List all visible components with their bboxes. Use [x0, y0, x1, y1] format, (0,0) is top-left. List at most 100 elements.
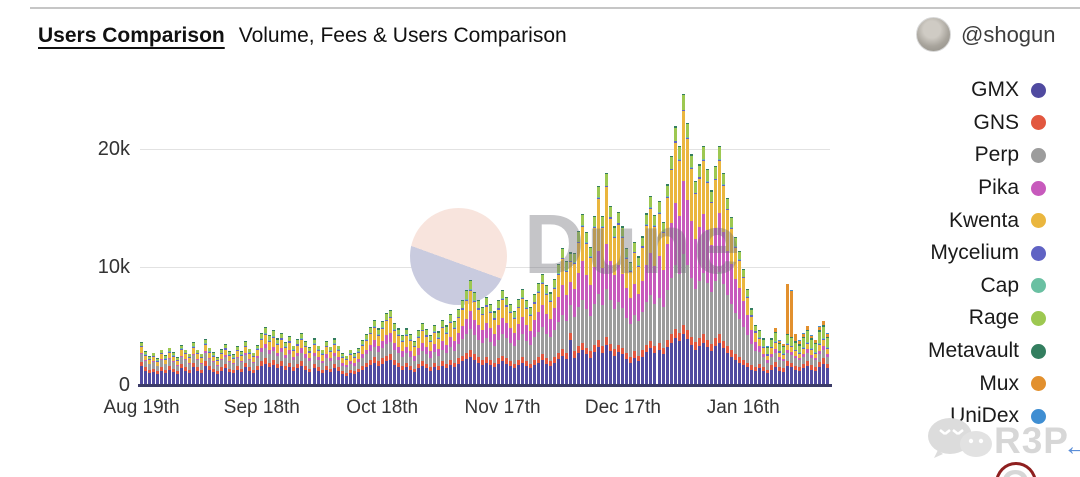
bar-segment-perp — [144, 360, 147, 368]
bar-segment-perp — [773, 352, 777, 363]
bar-segment-cap — [809, 348, 813, 350]
bar-segment-rage — [593, 216, 597, 227]
bar-segment-gns — [785, 361, 789, 367]
legend-item-cap[interactable]: Cap — [928, 270, 1046, 303]
legend-item-mux[interactable]: Mux — [928, 367, 1046, 400]
bar-segment-metavault — [709, 190, 713, 192]
bar-segment-gns — [561, 349, 565, 356]
bar-segment-kwenta — [200, 358, 204, 363]
bar-segment-gns — [416, 364, 420, 369]
bar-segment-gmx — [521, 362, 525, 385]
bar-segment-gmx — [801, 368, 805, 385]
bar-segment-gmx — [312, 368, 316, 385]
bar-segment-pika — [689, 221, 693, 278]
bar-segment-pika — [757, 346, 761, 352]
bar — [765, 346, 769, 385]
bar-segment-mycelium — [805, 342, 809, 344]
legend-item-unidex[interactable]: UniDex — [928, 400, 1046, 433]
bar-segment-cap — [561, 257, 565, 259]
bar — [440, 319, 444, 385]
bar-segment-rage — [753, 326, 757, 331]
bar-segment-gmx — [448, 364, 452, 385]
bar — [729, 216, 733, 385]
bar-segment-metavault — [264, 327, 268, 329]
bar-segment-mycelium — [573, 262, 577, 265]
bar-segment-cap — [152, 355, 156, 357]
bar-segment-rage — [821, 326, 825, 339]
bar-segment-metavault — [761, 338, 765, 340]
bar-segment-rage — [260, 334, 264, 339]
bar-segment-metavault — [252, 352, 256, 354]
bar-segment-pika — [541, 304, 545, 328]
bar-segment-pika — [452, 341, 456, 351]
bar-segment-rage — [344, 356, 348, 359]
bar-segment-gmx — [733, 360, 737, 385]
bar-segment-perp — [236, 358, 240, 367]
bar-segment-gns — [649, 341, 653, 349]
bar-segment-perp — [537, 331, 541, 357]
bar-segment-metavault — [348, 349, 352, 351]
bar-segment-metavault — [176, 357, 180, 358]
bar-segment-metavault — [384, 312, 388, 314]
bar-segment-gmx — [513, 368, 517, 385]
legend-item-mycelium[interactable]: Mycelium — [928, 237, 1046, 270]
bar-segment-gns — [693, 341, 697, 350]
bar-segment-gns — [408, 365, 412, 370]
bar-segment-gns — [320, 369, 324, 374]
bar-segment-cap — [400, 340, 404, 341]
bar-segment-cap — [196, 352, 200, 354]
widget-title-link[interactable]: Users Comparison — [38, 24, 225, 47]
bar-segment-perp — [673, 265, 677, 329]
bar-segment-metavault — [821, 324, 825, 327]
legend-item-perp[interactable]: Perp — [928, 139, 1046, 172]
bar-segment-gmx — [497, 363, 501, 385]
bar-segment-kwenta — [749, 316, 753, 330]
bar-segment-rage — [468, 281, 472, 290]
author-handle[interactable]: @shogun — [961, 21, 1056, 47]
bar-segment-pika — [164, 363, 168, 365]
bar-segment-gns — [420, 361, 424, 367]
bar-segment-metavault — [248, 348, 252, 350]
bar-segment-perp — [577, 307, 581, 347]
author-box[interactable]: @shogun — [916, 17, 1056, 52]
bar-segment-pika — [364, 349, 368, 355]
bar — [208, 347, 212, 385]
bar-segment-pika — [729, 264, 733, 305]
legend-item-kwenta[interactable]: Kwenta — [928, 204, 1046, 237]
bar-segment-cap — [549, 300, 553, 301]
bar-segment-cap — [653, 225, 657, 226]
bar-segment-gmx — [284, 369, 288, 385]
legend-item-rage[interactable]: Rage — [928, 302, 1046, 335]
bar-segment-gmx — [148, 373, 152, 385]
bar-segment-gns — [412, 368, 416, 373]
bar-segment-rage — [400, 336, 404, 341]
bar-segment-pika — [593, 267, 597, 304]
bar-segment-gmx — [641, 356, 645, 385]
bar-segment-metavault — [613, 226, 617, 228]
bar-segment-pika — [140, 352, 143, 354]
bar-segment-cap — [440, 326, 444, 328]
avatar[interactable] — [916, 17, 951, 52]
bar-segment-mycelium — [204, 343, 208, 345]
bar-segment-rage — [412, 342, 416, 346]
bar — [384, 312, 388, 385]
bar — [188, 353, 192, 385]
legend-item-gmx[interactable]: GMX — [928, 74, 1046, 107]
bar-segment-kwenta — [781, 354, 785, 360]
bar-segment-kwenta — [521, 298, 525, 317]
legend-item-metavault[interactable]: Metavault — [928, 335, 1046, 368]
legend-item-pika[interactable]: Pika — [928, 172, 1046, 205]
bar — [392, 322, 396, 385]
bar-segment-cap — [224, 347, 228, 349]
back-arrow-icon[interactable]: ← — [1063, 431, 1080, 461]
bar — [424, 329, 428, 385]
bar-segment-cap — [292, 349, 296, 350]
bar-segment-pika — [717, 212, 721, 272]
bar-segment-cap — [501, 298, 505, 299]
bar-segment-gns — [553, 356, 557, 363]
bar-segment-pika — [621, 273, 625, 308]
bar-segment-cap — [597, 197, 601, 199]
legend-item-gns[interactable]: GNS — [928, 107, 1046, 140]
bar-segment-perp — [280, 351, 284, 362]
bar-segment-perp — [396, 353, 400, 363]
